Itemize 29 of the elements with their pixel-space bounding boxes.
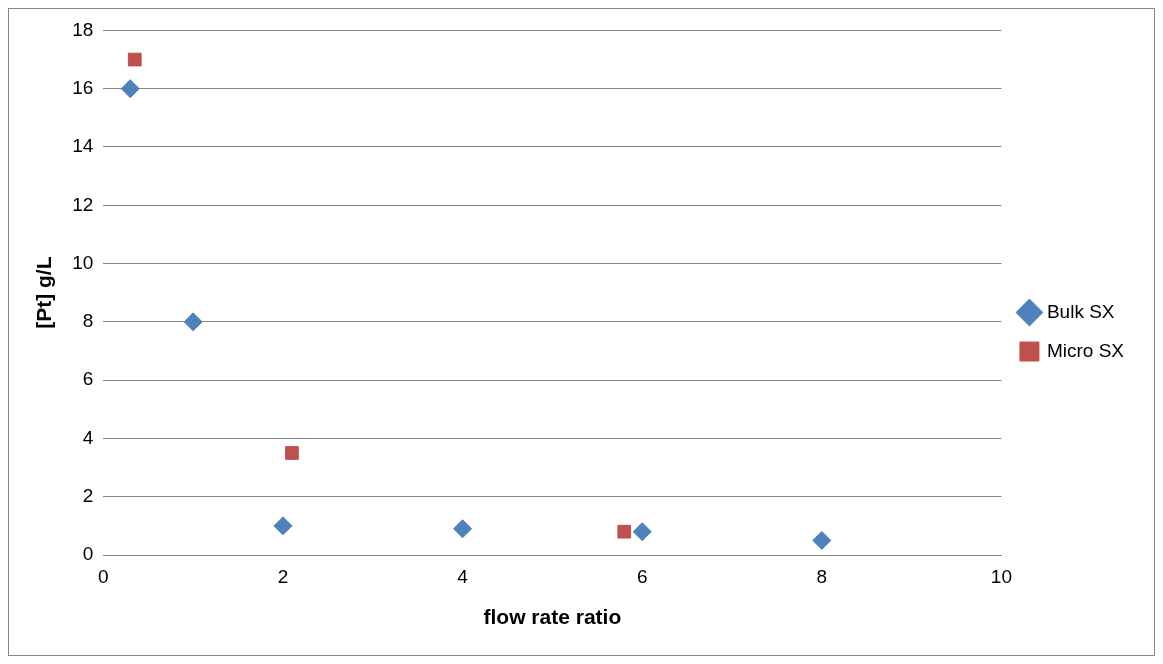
x-axis-title: flow rate ratio [483, 605, 622, 629]
y-tick-label: 2 [82, 484, 94, 506]
point [617, 524, 632, 539]
y-tick-label: 6 [82, 368, 94, 390]
y-tick-label: 12 [72, 193, 94, 215]
point [273, 516, 293, 536]
y-tick-label: 8 [82, 310, 94, 332]
y-tick-label: 14 [72, 135, 94, 157]
x-tick-label: 10 [990, 565, 1012, 587]
x-tick-label: 2 [277, 565, 289, 587]
x-tick-label: 8 [816, 565, 828, 587]
x-tick-label: 6 [636, 565, 648, 587]
y-tick-label: 16 [72, 76, 94, 98]
point [127, 52, 142, 67]
y-tick-label: 0 [82, 543, 94, 565]
x-tick-label: 0 [98, 565, 109, 587]
legend-label: Micro SX [1046, 339, 1125, 361]
y-tick-label: 18 [72, 18, 94, 40]
point [812, 530, 832, 550]
point [120, 79, 140, 99]
legend-label: Bulk SX [1046, 300, 1115, 322]
x-tick-label: 4 [457, 565, 469, 587]
y-tick-label: 10 [72, 251, 94, 273]
point [183, 312, 203, 332]
point [285, 446, 299, 460]
y-axis-title: [Pt] g/L [32, 256, 56, 329]
point [453, 519, 473, 539]
y-tick-label: 4 [82, 426, 94, 448]
point [632, 522, 652, 542]
